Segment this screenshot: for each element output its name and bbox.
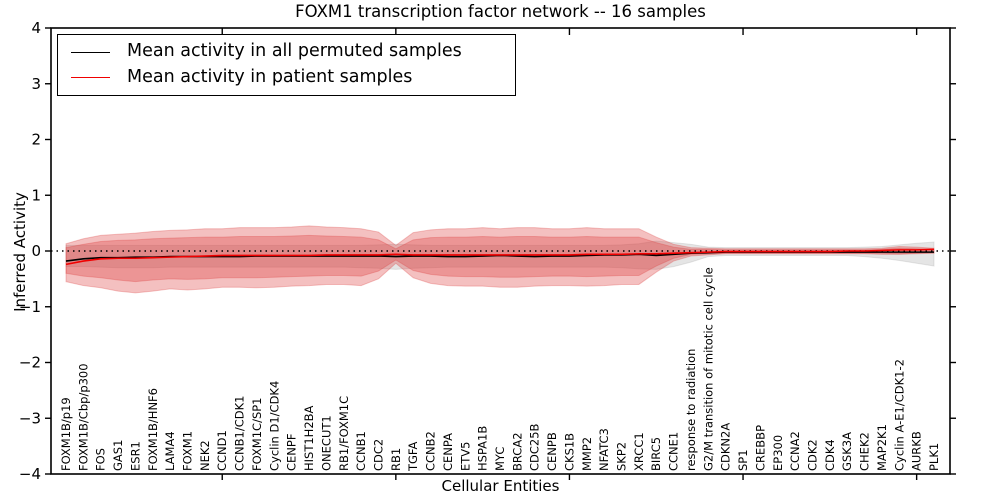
y-tick-label: 3 xyxy=(31,75,41,93)
x-category-label: CDK4 xyxy=(823,439,837,471)
x-category-label: EP300 xyxy=(771,435,785,471)
x-category-label: FOS xyxy=(94,448,108,471)
x-category-label: CCNA2 xyxy=(788,431,802,471)
y-tick-label: −3 xyxy=(19,409,41,427)
x-category-label: CDC2 xyxy=(371,439,385,471)
x-category-label: CCNB2 xyxy=(424,431,438,471)
x-category-label: XRCC1 xyxy=(632,432,646,471)
x-category-label: AURKB xyxy=(910,431,924,471)
x-category-label: BIRC5 xyxy=(649,437,663,471)
x-category-label: CDKN2A xyxy=(719,423,733,471)
x-category-label: CDK2 xyxy=(805,439,819,471)
x-category-label: CENPF xyxy=(285,434,299,471)
y-tick-label: −2 xyxy=(19,354,41,372)
x-category-label: RB1 xyxy=(389,448,403,471)
x-category-label: SP1 xyxy=(736,449,750,471)
legend-box: Mean activity in all permuted samples Me… xyxy=(57,34,516,96)
legend-label-permuted: Mean activity in all permuted samples xyxy=(127,41,462,62)
x-category-label: CHEK2 xyxy=(858,432,872,471)
chart-title: FOXM1 transcription factor network -- 16… xyxy=(295,2,706,21)
permuted-line-swatch xyxy=(71,51,110,53)
legend-item-patient: Mean activity in patient samples xyxy=(71,69,515,87)
y-tick-label: 0 xyxy=(31,242,41,260)
y-tick-label: 1 xyxy=(31,186,41,204)
x-category-label: CCNB1 xyxy=(354,431,368,471)
band-patient-samples-inner-band xyxy=(65,234,935,283)
legend-item-permuted: Mean activity in all permuted samples xyxy=(71,43,515,61)
x-category-label: RB1/FOXM1C xyxy=(337,396,351,471)
x-category-label: FOXM1B/p19 xyxy=(59,397,73,471)
legend-label-patient: Mean activity in patient samples xyxy=(127,67,413,88)
x-category-label: CENPA xyxy=(441,433,455,471)
x-category-label: LAMA4 xyxy=(163,431,177,471)
x-category-label: MAP2K1 xyxy=(875,424,889,471)
x-category-label: FOXM1B/HNF6 xyxy=(146,388,160,471)
x-category-label: FOXM1B/Cbp/p300 xyxy=(76,363,90,471)
x-category-label: CKS1B xyxy=(562,433,576,471)
x-category-label: FOXM1C/SP1 xyxy=(250,397,264,471)
x-category-label: MMP2 xyxy=(580,437,594,471)
x-category-label: Cyclin D1/CDK4 xyxy=(267,381,281,471)
x-category-label: CREBBP xyxy=(753,425,767,471)
series-line-patient xyxy=(65,248,935,266)
x-category-label: NEK2 xyxy=(198,440,212,471)
x-category-label: CCNB1/CDK1 xyxy=(233,396,247,472)
x-category-label: TGFA xyxy=(406,442,420,472)
x-category-label: GAS1 xyxy=(111,440,125,471)
patient-line-swatch xyxy=(71,77,110,79)
x-category-label: ONECUT1 xyxy=(319,415,333,471)
x-category-label: BRCA2 xyxy=(510,432,524,471)
band-patient-samples-outer-band xyxy=(65,225,935,294)
y-tick-label: 4 xyxy=(31,19,41,37)
x-category-label: NFATC3 xyxy=(597,428,611,471)
x-category-label: GSK3A xyxy=(840,432,854,471)
x-category-label: CENPB xyxy=(545,432,559,471)
x-category-label: HIST1H2BA xyxy=(302,405,316,471)
x-category-label: CCND1 xyxy=(215,430,229,471)
x-category-label: MYC xyxy=(493,447,507,471)
x-category-label: HSPA1B xyxy=(476,426,490,471)
x-category-label: G2/M transition of mitotic cell cycle xyxy=(701,267,715,471)
y-tick-label: 2 xyxy=(31,131,41,149)
x-category-label: Cyclin A-E1/CDK1-2 xyxy=(892,359,906,471)
y-tick-label: −4 xyxy=(19,465,41,483)
x-category-label: ESR1 xyxy=(128,441,142,471)
x-category-label: response to radiation xyxy=(684,349,698,471)
x-category-label: PLK1 xyxy=(927,443,941,471)
x-category-label: CDC25B xyxy=(528,423,542,471)
x-category-label: FOXM1 xyxy=(181,431,195,471)
x-axis-label: Cellular Entities xyxy=(441,477,560,495)
y-tick-label: −1 xyxy=(19,298,41,316)
y-axis-label: Inferred Activity xyxy=(11,192,29,312)
x-category-label: ETV5 xyxy=(458,442,472,471)
x-category-label: CCNE1 xyxy=(667,432,681,471)
x-category-label: SKP2 xyxy=(615,442,629,471)
